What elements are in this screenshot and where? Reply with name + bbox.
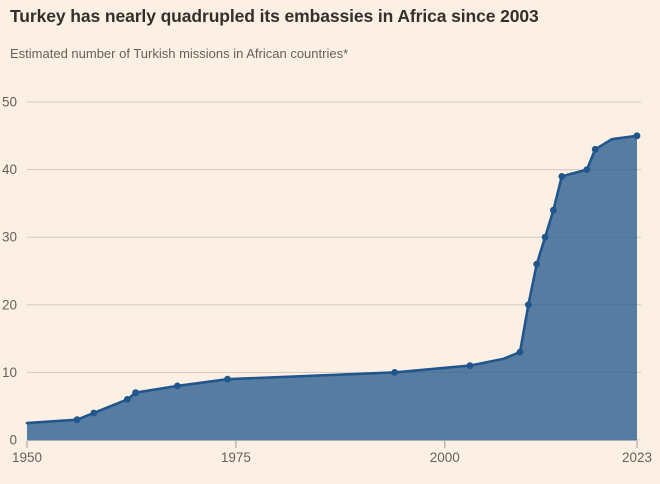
data-point-dot: [533, 260, 541, 268]
data-point-dot: [73, 416, 81, 424]
data-point-dot: [558, 173, 566, 180]
data-point-dot: [466, 362, 474, 369]
y-axis-tick-label: 10: [2, 365, 17, 380]
data-point-dot: [516, 348, 524, 356]
page-title: Turkey has nearly quadrupled its embassi…: [10, 6, 539, 26]
data-point-dot: [583, 166, 591, 174]
x-axis-tick-label: 1975: [221, 450, 251, 465]
data-point-dot: [174, 382, 181, 390]
y-axis-tick-label: 20: [2, 297, 17, 312]
data-point-dot: [132, 389, 140, 397]
data-point-dot: [591, 145, 599, 153]
y-axis-tick-label: 50: [2, 95, 17, 110]
x-axis-tick-label: 1950: [12, 450, 42, 465]
data-point-dot: [224, 375, 231, 383]
data-point-dot: [123, 396, 131, 403]
chart-subtitle: Estimated number of Turkish missions in …: [10, 46, 349, 61]
x-axis-tick-label: 2000: [430, 450, 460, 465]
y-axis-tick-label: 40: [2, 162, 17, 177]
data-point-dot: [391, 369, 399, 376]
data-point-dot: [525, 301, 532, 309]
x-axis-tick-label: 2023: [622, 450, 652, 465]
data-point-dot: [550, 206, 557, 214]
y-axis-tick-label: 0: [9, 433, 17, 448]
data-point-dot: [633, 132, 641, 140]
data-point-dot: [541, 233, 549, 241]
area-fill: [27, 135, 637, 441]
data-point-dot: [90, 409, 98, 417]
y-axis-tick-label: 30: [2, 230, 17, 245]
